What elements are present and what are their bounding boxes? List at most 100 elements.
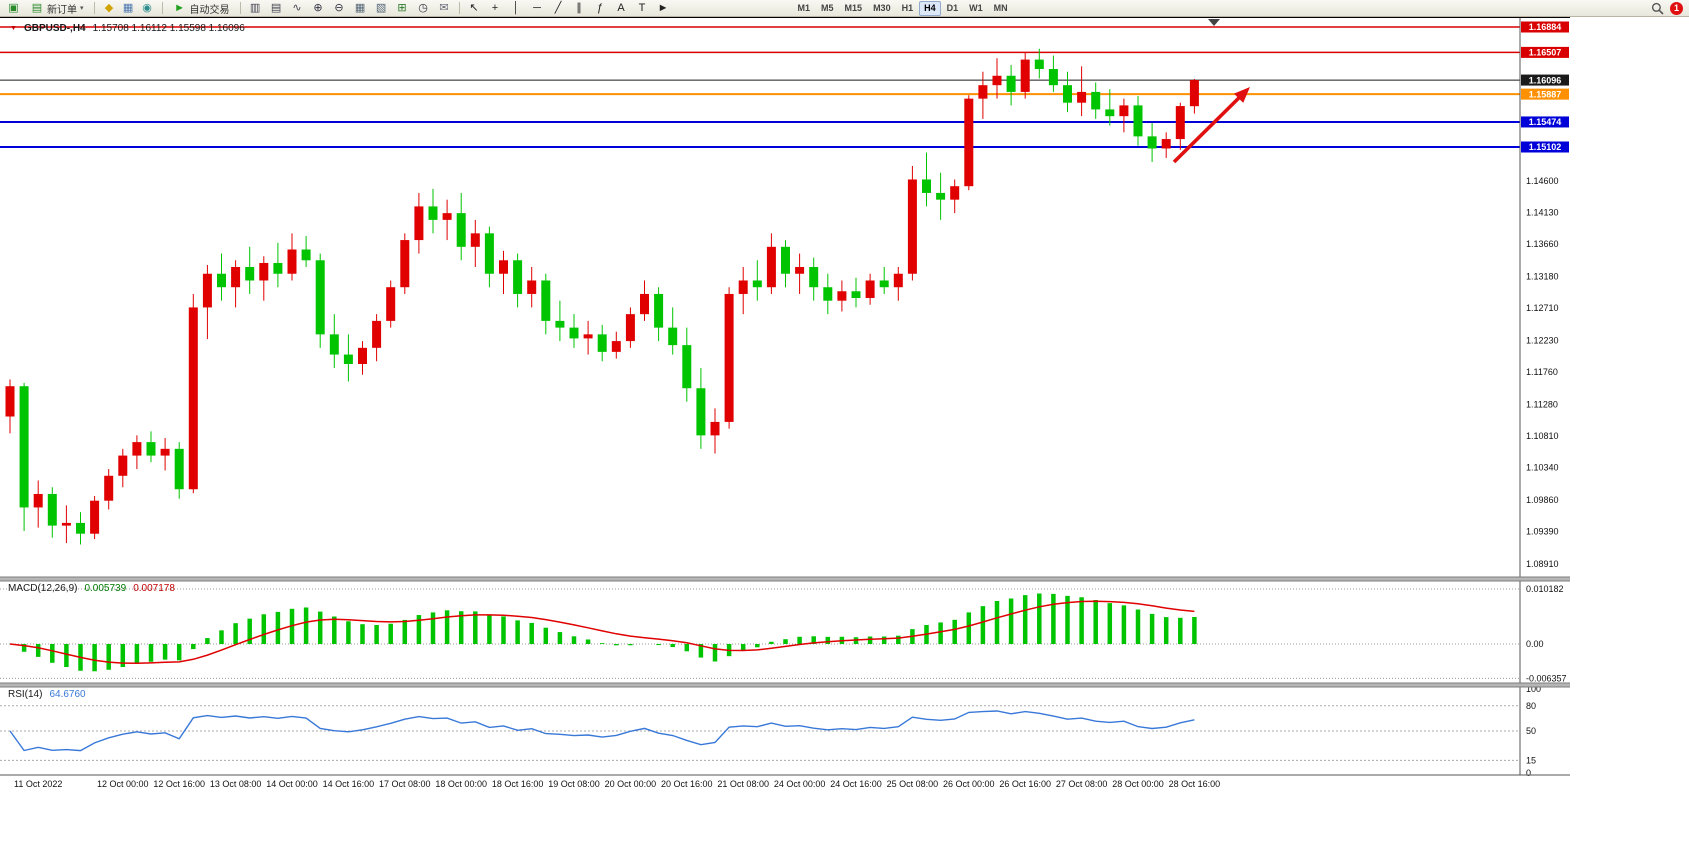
rsi-line: [9, 710, 1195, 752]
candle: [76, 522, 85, 534]
bar-chart-icon[interactable]: ▥: [249, 2, 261, 14]
timeframe-h4[interactable]: H4: [919, 0, 941, 16]
channel-icon[interactable]: ∥: [576, 2, 582, 14]
timeframe-h1[interactable]: H1: [901, 2, 914, 13]
timeframe-m30[interactable]: M30: [873, 2, 891, 13]
candle: [541, 280, 551, 321]
date-label: 20 Oct 16:00: [661, 779, 713, 789]
price-tag-label: 1.15102: [1529, 142, 1562, 152]
data-window-icon[interactable]: ▦: [122, 2, 134, 14]
candle: [1119, 105, 1129, 117]
candle: [118, 455, 128, 476]
date-label: 21 Oct 08:00: [717, 779, 769, 789]
trendline-icon[interactable]: ╱: [554, 2, 562, 14]
timeframe-d1[interactable]: D1: [946, 2, 959, 13]
timeframe-m1[interactable]: M1: [797, 2, 811, 13]
chart-window[interactable]: 1.16884 1.16507 1.16096 1.15887 1.15474 1.151…: [0, 17, 1570, 796]
line-chart-icon[interactable]: ∿: [292, 2, 302, 14]
macd-pane[interactable]: [0, 588, 1520, 679]
timeframe-mn[interactable]: MN: [993, 2, 1008, 13]
templates-icon[interactable]: ✉: [439, 2, 449, 14]
price-tag[interactable]: [1521, 141, 1569, 153]
candle: [33, 493, 43, 508]
candle: [950, 186, 960, 200]
rsi-pane[interactable]: [0, 705, 1520, 761]
shapes-icon[interactable]: ►: [657, 2, 669, 14]
candle: [259, 262, 269, 281]
toolbar: ▣ ▤ 新订单 ▾ ◆ ▦ ◉ ► 自动交易 ▥ ▤ ∿ ⊕ ⊖ ▦ ▧ ⊞ ◷ ✉ ↖ + │ ─ ╱ ∥ ƒ A…: [0, 0, 1689, 17]
price-pane[interactable]: [0, 19, 1520, 545]
price-tag[interactable]: [1521, 21, 1569, 33]
indicators-icon[interactable]: ⊞: [397, 2, 407, 14]
date-label: 18 Oct 00:00: [435, 779, 487, 789]
price-tag[interactable]: [1521, 46, 1569, 58]
candle: [1161, 139, 1171, 149]
date-label: 26 Oct 16:00: [999, 779, 1051, 789]
tile-windows-icon[interactable]: ▦: [354, 2, 366, 14]
date-label: 18 Oct 16:00: [492, 779, 544, 789]
search-icon[interactable]: [1651, 2, 1664, 15]
chevron-down-icon: ▾: [80, 5, 84, 12]
price-scale[interactable]: 1.16884 1.16507 1.16096 1.15887 1.15474 1.151…: [0, 17, 1570, 778]
price-tick-label: 1.09390: [1526, 527, 1559, 537]
zoom-out-icon[interactable]: ⊖: [334, 2, 344, 14]
time-scale[interactable]: 11 Oct 2022 12 Oct 00:00 12 Oct 16:00 13 Oc…: [14, 779, 1220, 789]
candle: [287, 249, 297, 274]
candle: [583, 334, 593, 339]
price-tag-label: 1.15474: [1529, 117, 1562, 127]
vertical-line-icon[interactable]: │: [512, 2, 520, 14]
candle: [1133, 105, 1143, 137]
trend-arrow[interactable]: [1172, 92, 1245, 164]
date-label: 11 Oct 2022: [14, 779, 62, 789]
pane-separator[interactable]: [0, 683, 1570, 687]
rsi-axis-label: 15: [1526, 755, 1536, 765]
candle: [1091, 91, 1101, 110]
date-label: 24 Oct 16:00: [830, 779, 882, 789]
zoom-in-icon[interactable]: ⊕: [313, 2, 323, 14]
price-tick-label: 1.12230: [1526, 335, 1559, 345]
candle: [217, 273, 226, 288]
date-label: 28 Oct 00:00: [1112, 779, 1164, 789]
crosshair-icon[interactable]: +: [491, 2, 499, 14]
auto-trading-button[interactable]: ► 自动交易: [168, 0, 235, 16]
price-tick-label: 1.14600: [1526, 176, 1559, 186]
candlestick-chart-icon[interactable]: ▤: [270, 2, 282, 14]
price-tag[interactable]: [1521, 116, 1569, 128]
fibonacci-icon[interactable]: ƒ: [596, 2, 604, 14]
cursor-icon[interactable]: ↖: [469, 2, 479, 14]
price-tick-label: 1.11280: [1526, 399, 1558, 409]
candle: [964, 98, 974, 187]
candle: [837, 291, 847, 301]
text-icon[interactable]: A: [617, 2, 625, 14]
candle: [5, 386, 15, 417]
candle: [188, 307, 198, 490]
price-tag[interactable]: [1521, 74, 1569, 86]
toolbar-separator: [239, 2, 241, 14]
candle: [470, 233, 480, 247]
candle: [442, 213, 452, 220]
navigator-icon[interactable]: ◉: [142, 2, 152, 14]
rsi-axis-label: 50: [1526, 726, 1536, 736]
date-label: 28 Oct 16:00: [1169, 779, 1221, 789]
candle: [273, 262, 283, 274]
candle: [428, 206, 438, 220]
new-order-button[interactable]: ▤ 新订单 ▾: [25, 0, 89, 16]
horizontal-line-icon[interactable]: ─: [533, 2, 541, 14]
price-tag-label: 1.16507: [1529, 48, 1562, 58]
candle: [386, 287, 396, 321]
timeframe-m5[interactable]: M5: [821, 2, 834, 13]
chart-canvas[interactable]: 1.16884 1.16507 1.16096 1.15887 1.15474 1.151…: [0, 17, 1570, 796]
chart-shift-marker[interactable]: [1208, 19, 1220, 26]
cascade-windows-icon[interactable]: ▧: [375, 2, 387, 14]
price-tick-label: 1.08910: [1526, 559, 1559, 569]
label-icon[interactable]: T: [638, 2, 646, 14]
timeframe-w1[interactable]: W1: [969, 2, 983, 13]
notification-badge[interactable]: 1: [1670, 1, 1683, 15]
price-tag[interactable]: [1521, 88, 1569, 100]
periods-icon[interactable]: ◷: [418, 2, 428, 14]
candle: [19, 386, 29, 508]
timeframe-m15[interactable]: M15: [844, 2, 863, 13]
market-watch-icon[interactable]: ◆: [104, 2, 114, 14]
pane-separator[interactable]: [0, 577, 1570, 581]
